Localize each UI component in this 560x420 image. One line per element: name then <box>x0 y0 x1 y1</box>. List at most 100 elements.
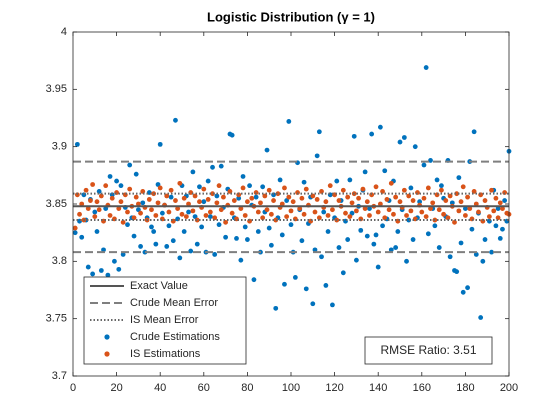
point <box>434 177 440 183</box>
x-tick-label: 100 <box>282 382 300 394</box>
point <box>334 178 340 184</box>
x-tick-label: 60 <box>198 382 210 394</box>
point <box>297 206 303 211</box>
point <box>96 207 102 213</box>
point <box>273 305 279 311</box>
point <box>504 218 510 224</box>
point <box>173 198 178 203</box>
point <box>120 252 126 257</box>
point <box>159 210 165 216</box>
point <box>258 200 263 206</box>
point <box>177 180 183 186</box>
point <box>410 237 416 242</box>
point <box>275 191 281 197</box>
point <box>463 213 468 218</box>
point <box>155 200 161 206</box>
point <box>242 213 248 218</box>
point <box>471 188 477 194</box>
point <box>478 315 484 320</box>
point <box>188 248 194 254</box>
point <box>327 183 333 189</box>
point <box>201 199 207 205</box>
point <box>94 229 100 234</box>
x-tick-label: 200 <box>500 382 518 394</box>
point <box>105 272 111 278</box>
point <box>140 188 146 194</box>
point <box>393 194 399 200</box>
x-tick-label: 180 <box>456 382 474 394</box>
legend-label: Crude Estimations <box>130 331 220 343</box>
point <box>458 240 464 246</box>
point <box>149 207 154 213</box>
point <box>288 208 294 214</box>
point <box>186 201 191 207</box>
point <box>238 206 244 211</box>
point <box>277 177 283 183</box>
point <box>131 233 137 239</box>
point <box>125 222 130 228</box>
point <box>92 214 98 220</box>
point <box>495 215 501 221</box>
point <box>85 206 91 211</box>
point <box>251 277 257 283</box>
point <box>460 289 466 295</box>
point <box>354 257 359 263</box>
point <box>493 223 499 229</box>
point <box>286 194 292 200</box>
y-tick-label: 3.75 <box>46 313 67 325</box>
point <box>77 211 82 217</box>
point <box>467 206 473 211</box>
point <box>186 209 191 215</box>
legend-label: Exact Value <box>130 280 188 292</box>
point <box>153 213 159 218</box>
point <box>319 254 324 260</box>
y-tick-label: 3.85 <box>46 198 67 210</box>
annotation-box <box>364 336 493 365</box>
point <box>367 206 372 211</box>
point <box>460 184 466 190</box>
x-tick-label: 80 <box>241 382 253 394</box>
point <box>423 65 429 70</box>
point <box>103 206 109 211</box>
point <box>373 232 379 238</box>
point <box>439 183 444 189</box>
point <box>190 169 196 175</box>
point <box>133 194 139 200</box>
point <box>118 183 124 189</box>
point <box>454 191 460 197</box>
point <box>74 141 80 147</box>
point <box>439 187 444 193</box>
point <box>364 233 370 239</box>
point <box>90 271 96 277</box>
point <box>268 242 274 248</box>
x-tick-label: 160 <box>413 382 431 394</box>
point <box>314 153 320 159</box>
point <box>112 258 117 264</box>
point <box>401 135 407 140</box>
point <box>380 223 385 229</box>
point <box>98 193 104 199</box>
point <box>321 209 327 215</box>
point <box>362 169 368 175</box>
y-tick-label: 4 <box>61 26 67 38</box>
point <box>153 241 159 247</box>
chart-title: Logistic Distribution (γ = 1) <box>207 9 375 24</box>
point <box>282 281 287 287</box>
point <box>458 199 464 205</box>
point <box>377 201 383 207</box>
point <box>181 195 187 201</box>
point <box>199 224 205 230</box>
point <box>410 198 416 203</box>
point <box>469 226 475 232</box>
point <box>486 214 492 220</box>
point <box>155 182 161 187</box>
point <box>83 187 89 193</box>
x-tick-label: 20 <box>110 382 122 394</box>
point <box>469 216 475 222</box>
point <box>118 199 124 205</box>
point <box>358 216 364 222</box>
point <box>382 215 388 221</box>
point <box>229 132 235 138</box>
point <box>299 195 305 201</box>
